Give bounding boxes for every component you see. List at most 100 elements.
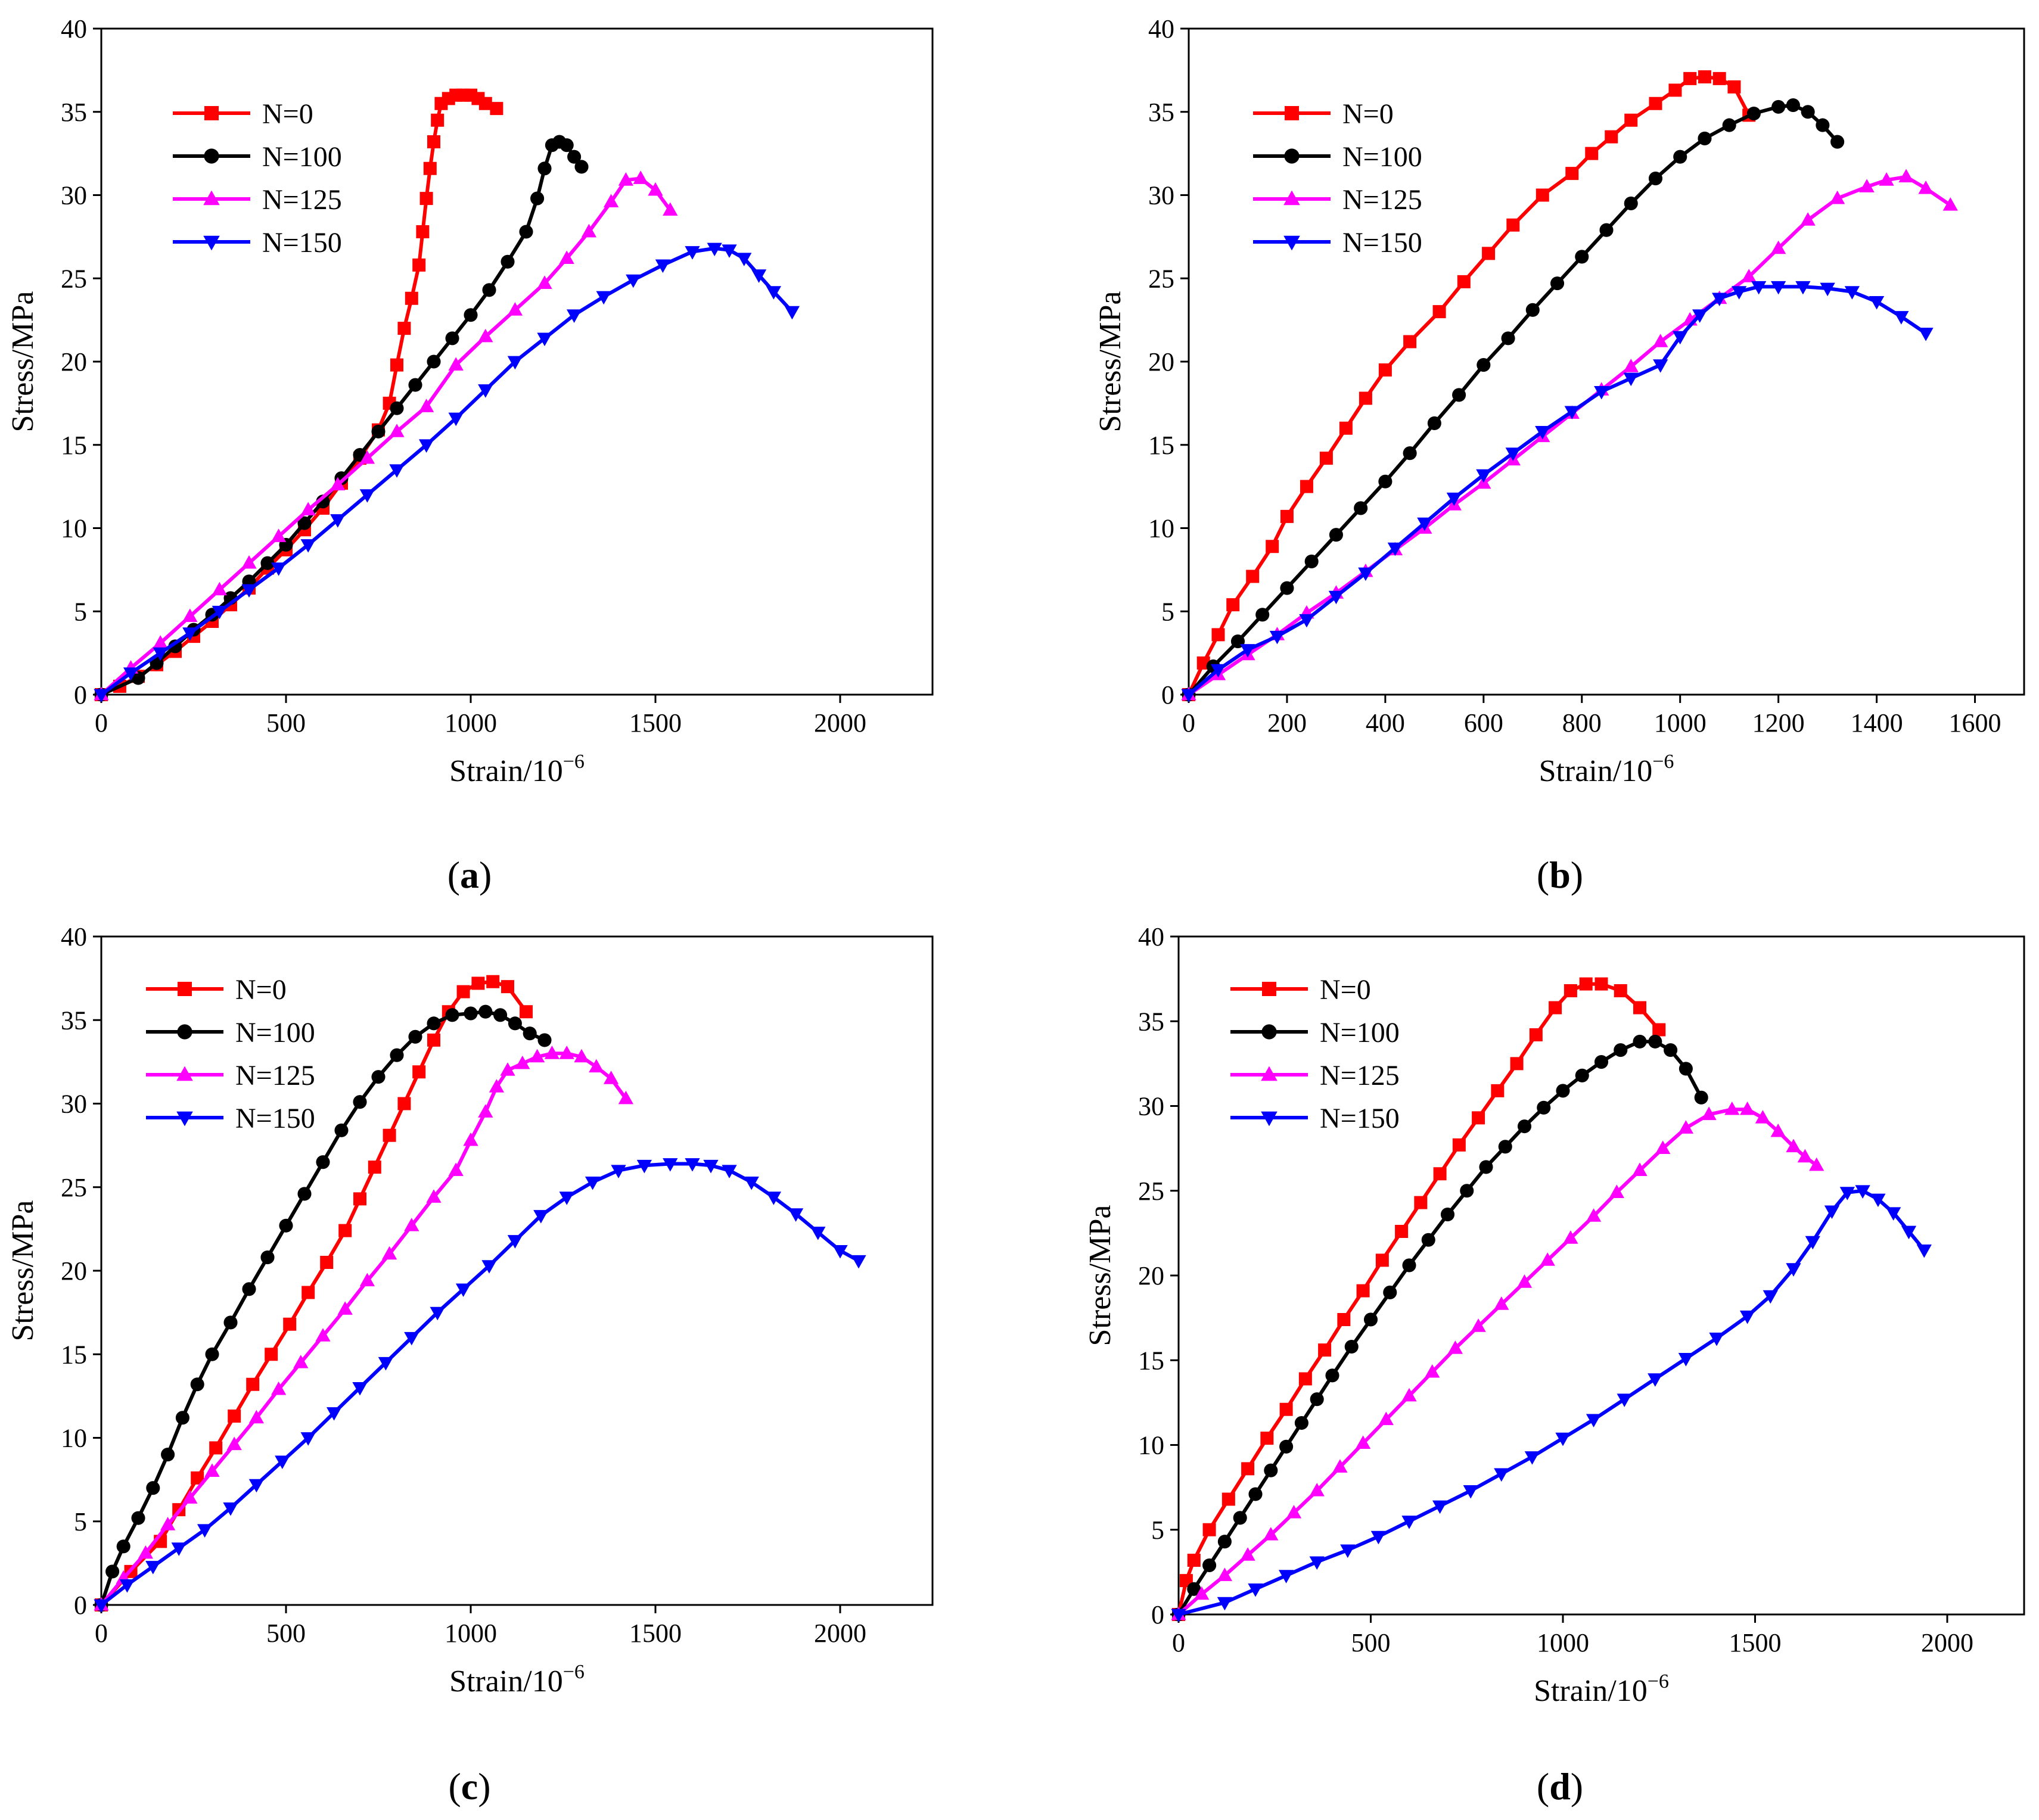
- data-point: [1432, 1500, 1448, 1514]
- data-point: [1378, 363, 1392, 377]
- y-tick-label: 35: [1138, 1007, 1164, 1036]
- data-point: [1709, 1332, 1724, 1346]
- data-point: [500, 1062, 515, 1076]
- data-point: [1363, 1312, 1378, 1327]
- data-point: [1299, 614, 1314, 628]
- data-point: [810, 1227, 826, 1240]
- data-point: [1797, 1149, 1813, 1163]
- x-tick-label: 1500: [1729, 1628, 1782, 1657]
- data-point: [1549, 1001, 1562, 1015]
- data-point: [1550, 276, 1565, 291]
- data-point: [1463, 1485, 1478, 1499]
- data-point: [1712, 293, 1727, 306]
- data-point: [404, 1331, 419, 1346]
- x-tick-label: 0: [95, 708, 108, 738]
- data-point: [1260, 1432, 1274, 1445]
- data-point: [1679, 1062, 1693, 1076]
- data-point: [300, 539, 316, 553]
- data-point: [1255, 608, 1270, 622]
- data-point: [197, 1524, 213, 1538]
- data-point: [397, 322, 411, 335]
- data-point: [1786, 1138, 1801, 1153]
- data-point: [1378, 474, 1393, 489]
- data-point: [223, 1315, 238, 1330]
- data-point: [1678, 1120, 1694, 1134]
- data-point: [1809, 1157, 1824, 1171]
- data-point: [618, 172, 634, 186]
- data-point: [478, 1004, 493, 1019]
- data-point: [1482, 247, 1496, 260]
- data-point: [1240, 644, 1255, 658]
- data-point: [1427, 416, 1441, 430]
- data-point: [1653, 359, 1668, 373]
- legend-marker: [1262, 982, 1276, 996]
- legend-entry: N=150: [146, 1103, 315, 1134]
- y-tick-label: 15: [61, 431, 87, 460]
- data-point: [1771, 99, 1786, 114]
- data-point: [378, 1357, 394, 1371]
- data-point: [426, 1189, 442, 1203]
- data-point: [241, 555, 257, 569]
- data-point: [1820, 282, 1835, 297]
- data-point: [574, 160, 589, 174]
- data-point: [1727, 80, 1741, 94]
- data-point: [1855, 1185, 1870, 1199]
- data-point: [1724, 1101, 1740, 1115]
- data-point: [1555, 1432, 1571, 1446]
- data-point: [1517, 1119, 1532, 1134]
- data-point: [529, 1049, 545, 1063]
- data-point: [788, 1208, 804, 1222]
- data-point: [481, 1260, 497, 1274]
- data-point: [390, 1048, 404, 1062]
- data-point: [1879, 172, 1894, 186]
- data-point: [1585, 147, 1599, 160]
- data-point: [138, 1545, 154, 1559]
- y-tick-label: 20: [1138, 1261, 1164, 1290]
- data-point: [353, 1192, 366, 1206]
- legend-marker: [1283, 190, 1300, 206]
- x-tick-label: 400: [1366, 708, 1405, 738]
- y-tick-label: 5: [74, 1507, 87, 1536]
- series-line: [100, 1010, 546, 1606]
- data-point: [560, 138, 574, 153]
- x-tick-label: 0: [1182, 708, 1195, 738]
- data-point: [1770, 281, 1786, 295]
- data-point: [1746, 106, 1761, 121]
- y-tick-label: 10: [61, 514, 87, 543]
- data-point: [603, 1071, 619, 1084]
- data-point: [1501, 331, 1515, 346]
- data-point: [766, 1191, 782, 1205]
- y-tick-label: 20: [61, 347, 87, 377]
- data-point: [618, 1090, 634, 1105]
- data-point: [226, 1436, 242, 1451]
- data-point: [1401, 1516, 1417, 1529]
- data-point: [1594, 385, 1609, 400]
- data-point: [1325, 1368, 1339, 1383]
- series-n-0: [1172, 977, 1666, 1621]
- data-point: [832, 1245, 848, 1259]
- legend-entry: N=125: [146, 1060, 315, 1091]
- data-point: [520, 1005, 533, 1019]
- data-point: [275, 1455, 290, 1469]
- data-point: [1563, 1230, 1578, 1244]
- data-point: [1401, 1387, 1417, 1402]
- data-point: [315, 1328, 331, 1342]
- y-axis-label: Stress/MPa: [1093, 291, 1127, 433]
- data-point: [94, 689, 109, 703]
- data-point: [1187, 1582, 1201, 1596]
- legend-label: N=100: [262, 141, 342, 173]
- data-point: [145, 1561, 161, 1575]
- data-point: [1564, 406, 1580, 420]
- data-point: [1309, 1483, 1325, 1497]
- data-point: [1226, 598, 1240, 612]
- data-point: [352, 1382, 368, 1396]
- y-tick-label: 40: [1148, 14, 1174, 43]
- data-point: [1476, 469, 1491, 483]
- data-point: [205, 1347, 219, 1361]
- data-point: [581, 223, 597, 238]
- data-point: [1859, 179, 1875, 192]
- panel-a: 0 500 1000 1500 2000 0 5 10 15 20 25 30 35 40 Strain/1…: [6, 14, 934, 896]
- data-point: [707, 242, 722, 257]
- data-point: [1540, 1252, 1555, 1266]
- data-point: [663, 202, 678, 216]
